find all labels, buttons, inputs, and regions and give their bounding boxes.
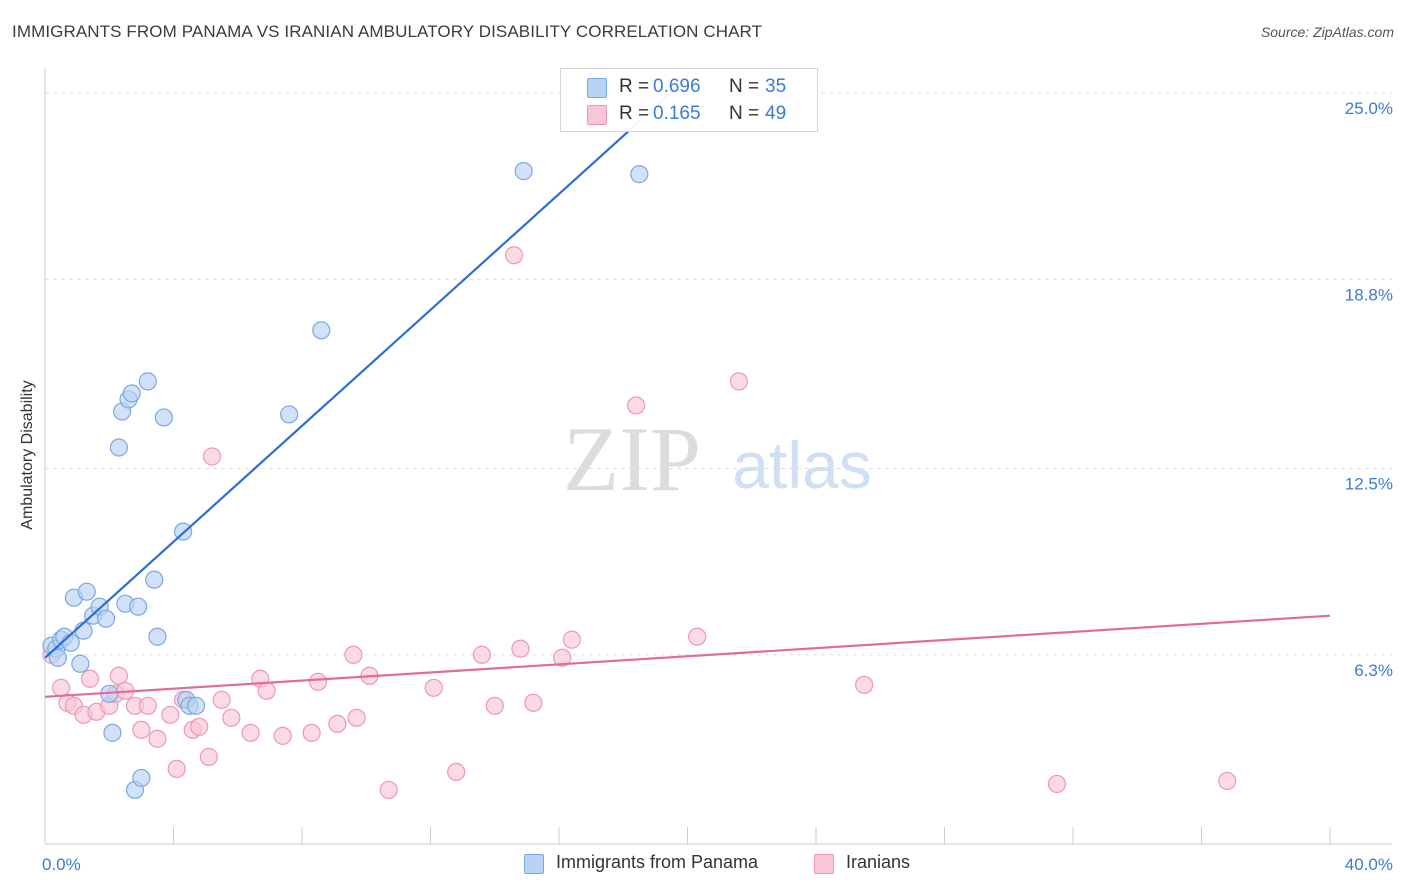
trend-line-iranians <box>44 614 1331 698</box>
panama-point <box>74 621 93 640</box>
iranian-point <box>167 759 186 779</box>
r-label: R = <box>619 76 650 97</box>
legend-swatch-iranians <box>814 854 834 874</box>
iranian-point <box>688 627 707 646</box>
iranian-point <box>504 246 524 265</box>
n-label: N = <box>729 76 760 97</box>
chart-title: IMMIGRANTS FROM PANAMA VS IRANIAN AMBULA… <box>12 22 763 41</box>
iranian-point <box>148 729 167 748</box>
panama-point <box>138 372 157 391</box>
iranian-point <box>202 447 222 466</box>
source-credit: Source: ZipAtlas.com <box>1260 24 1394 40</box>
iranian-point <box>212 690 231 709</box>
watermark-atlas: atlas <box>732 428 871 502</box>
panama-point <box>145 570 164 589</box>
axes <box>44 68 1392 845</box>
iranian-point <box>328 714 347 733</box>
y-axis-label: Ambulatory Disability <box>19 380 36 530</box>
stats-legend: R = 0.696 N = 35 R = 0.165 N = 49 <box>560 68 818 132</box>
iranian-point <box>344 645 363 664</box>
y-tick-label: 25.0% <box>1345 99 1393 118</box>
legend-swatch-iranians <box>587 105 607 125</box>
grid-lines <box>45 92 1392 656</box>
r-value: 0.696 <box>653 76 701 97</box>
iranian-point <box>257 681 276 700</box>
panama-point <box>514 162 533 181</box>
tick-labels: 6.3% 12.5% 18.8% 25.0% 0.0% 40.0% <box>42 99 1393 874</box>
watermark-zip: ZIP <box>563 408 701 510</box>
series-iranians <box>42 246 1237 800</box>
n-label: N = <box>729 103 760 124</box>
iranian-point <box>855 675 874 694</box>
iranian-point <box>308 672 328 691</box>
panama-point <box>103 723 122 742</box>
watermark: ZIP atlas <box>563 408 872 510</box>
iranian-point <box>273 726 292 745</box>
n-value: 35 <box>765 76 787 97</box>
iranian-point <box>1047 774 1067 794</box>
iranian-point <box>1218 771 1237 791</box>
x-tick-label: 0.0% <box>42 855 81 874</box>
iranian-point <box>511 639 530 658</box>
iranian-point <box>379 780 398 800</box>
iranian-point <box>302 723 321 742</box>
iranian-point <box>190 717 209 736</box>
legend-label-iranians: Iranians <box>846 852 911 872</box>
panama-point <box>48 648 67 667</box>
iranian-point <box>485 696 504 715</box>
panama-point <box>61 633 80 652</box>
iranian-point <box>524 693 543 712</box>
panama-point <box>129 597 148 616</box>
trend-lines <box>44 77 1331 698</box>
iranian-point <box>347 708 366 727</box>
iranian-point <box>80 669 100 688</box>
panama-point <box>109 438 128 457</box>
iranian-point <box>562 630 581 649</box>
panama-point <box>148 627 167 646</box>
iranian-point <box>424 678 443 697</box>
y-tick-label: 18.8% <box>1345 285 1393 304</box>
iranian-point <box>729 372 749 391</box>
panama-point <box>77 582 96 601</box>
r-value: 0.165 <box>653 103 701 124</box>
n-value: 49 <box>765 103 787 124</box>
iranian-point <box>222 708 241 727</box>
iranian-point <box>138 696 157 715</box>
y-tick-label: 6.3% <box>1354 661 1393 680</box>
panama-point <box>154 408 173 427</box>
iranian-point <box>553 648 572 667</box>
iranian-point <box>132 720 151 739</box>
legend-swatch-panama <box>524 854 544 874</box>
iranian-point <box>241 723 260 742</box>
panama-point <box>312 321 331 340</box>
iranian-point <box>472 645 491 664</box>
iranian-point <box>199 747 218 766</box>
panama-point <box>280 405 299 424</box>
legend-swatch-panama <box>587 78 607 98</box>
r-label: R = <box>619 103 650 124</box>
iranian-point <box>109 666 128 685</box>
iranian-point <box>447 762 466 782</box>
iranian-point <box>626 396 646 415</box>
panama-point <box>96 609 116 628</box>
x-tick-label: 40.0% <box>1345 855 1393 874</box>
legend-label-panama: Immigrants from Panama <box>556 852 759 872</box>
panama-point <box>122 384 141 403</box>
panama-point <box>132 768 151 788</box>
y-tick-label: 12.5% <box>1345 475 1393 494</box>
panama-point <box>71 654 90 673</box>
series-legend: Immigrants from Panama Iranians <box>0 852 1406 878</box>
iranian-point <box>161 705 180 724</box>
trend-line-panama <box>44 77 689 659</box>
panama-point <box>630 165 649 184</box>
series-immigrants-from-panama <box>42 162 649 800</box>
panama-point <box>186 696 206 715</box>
